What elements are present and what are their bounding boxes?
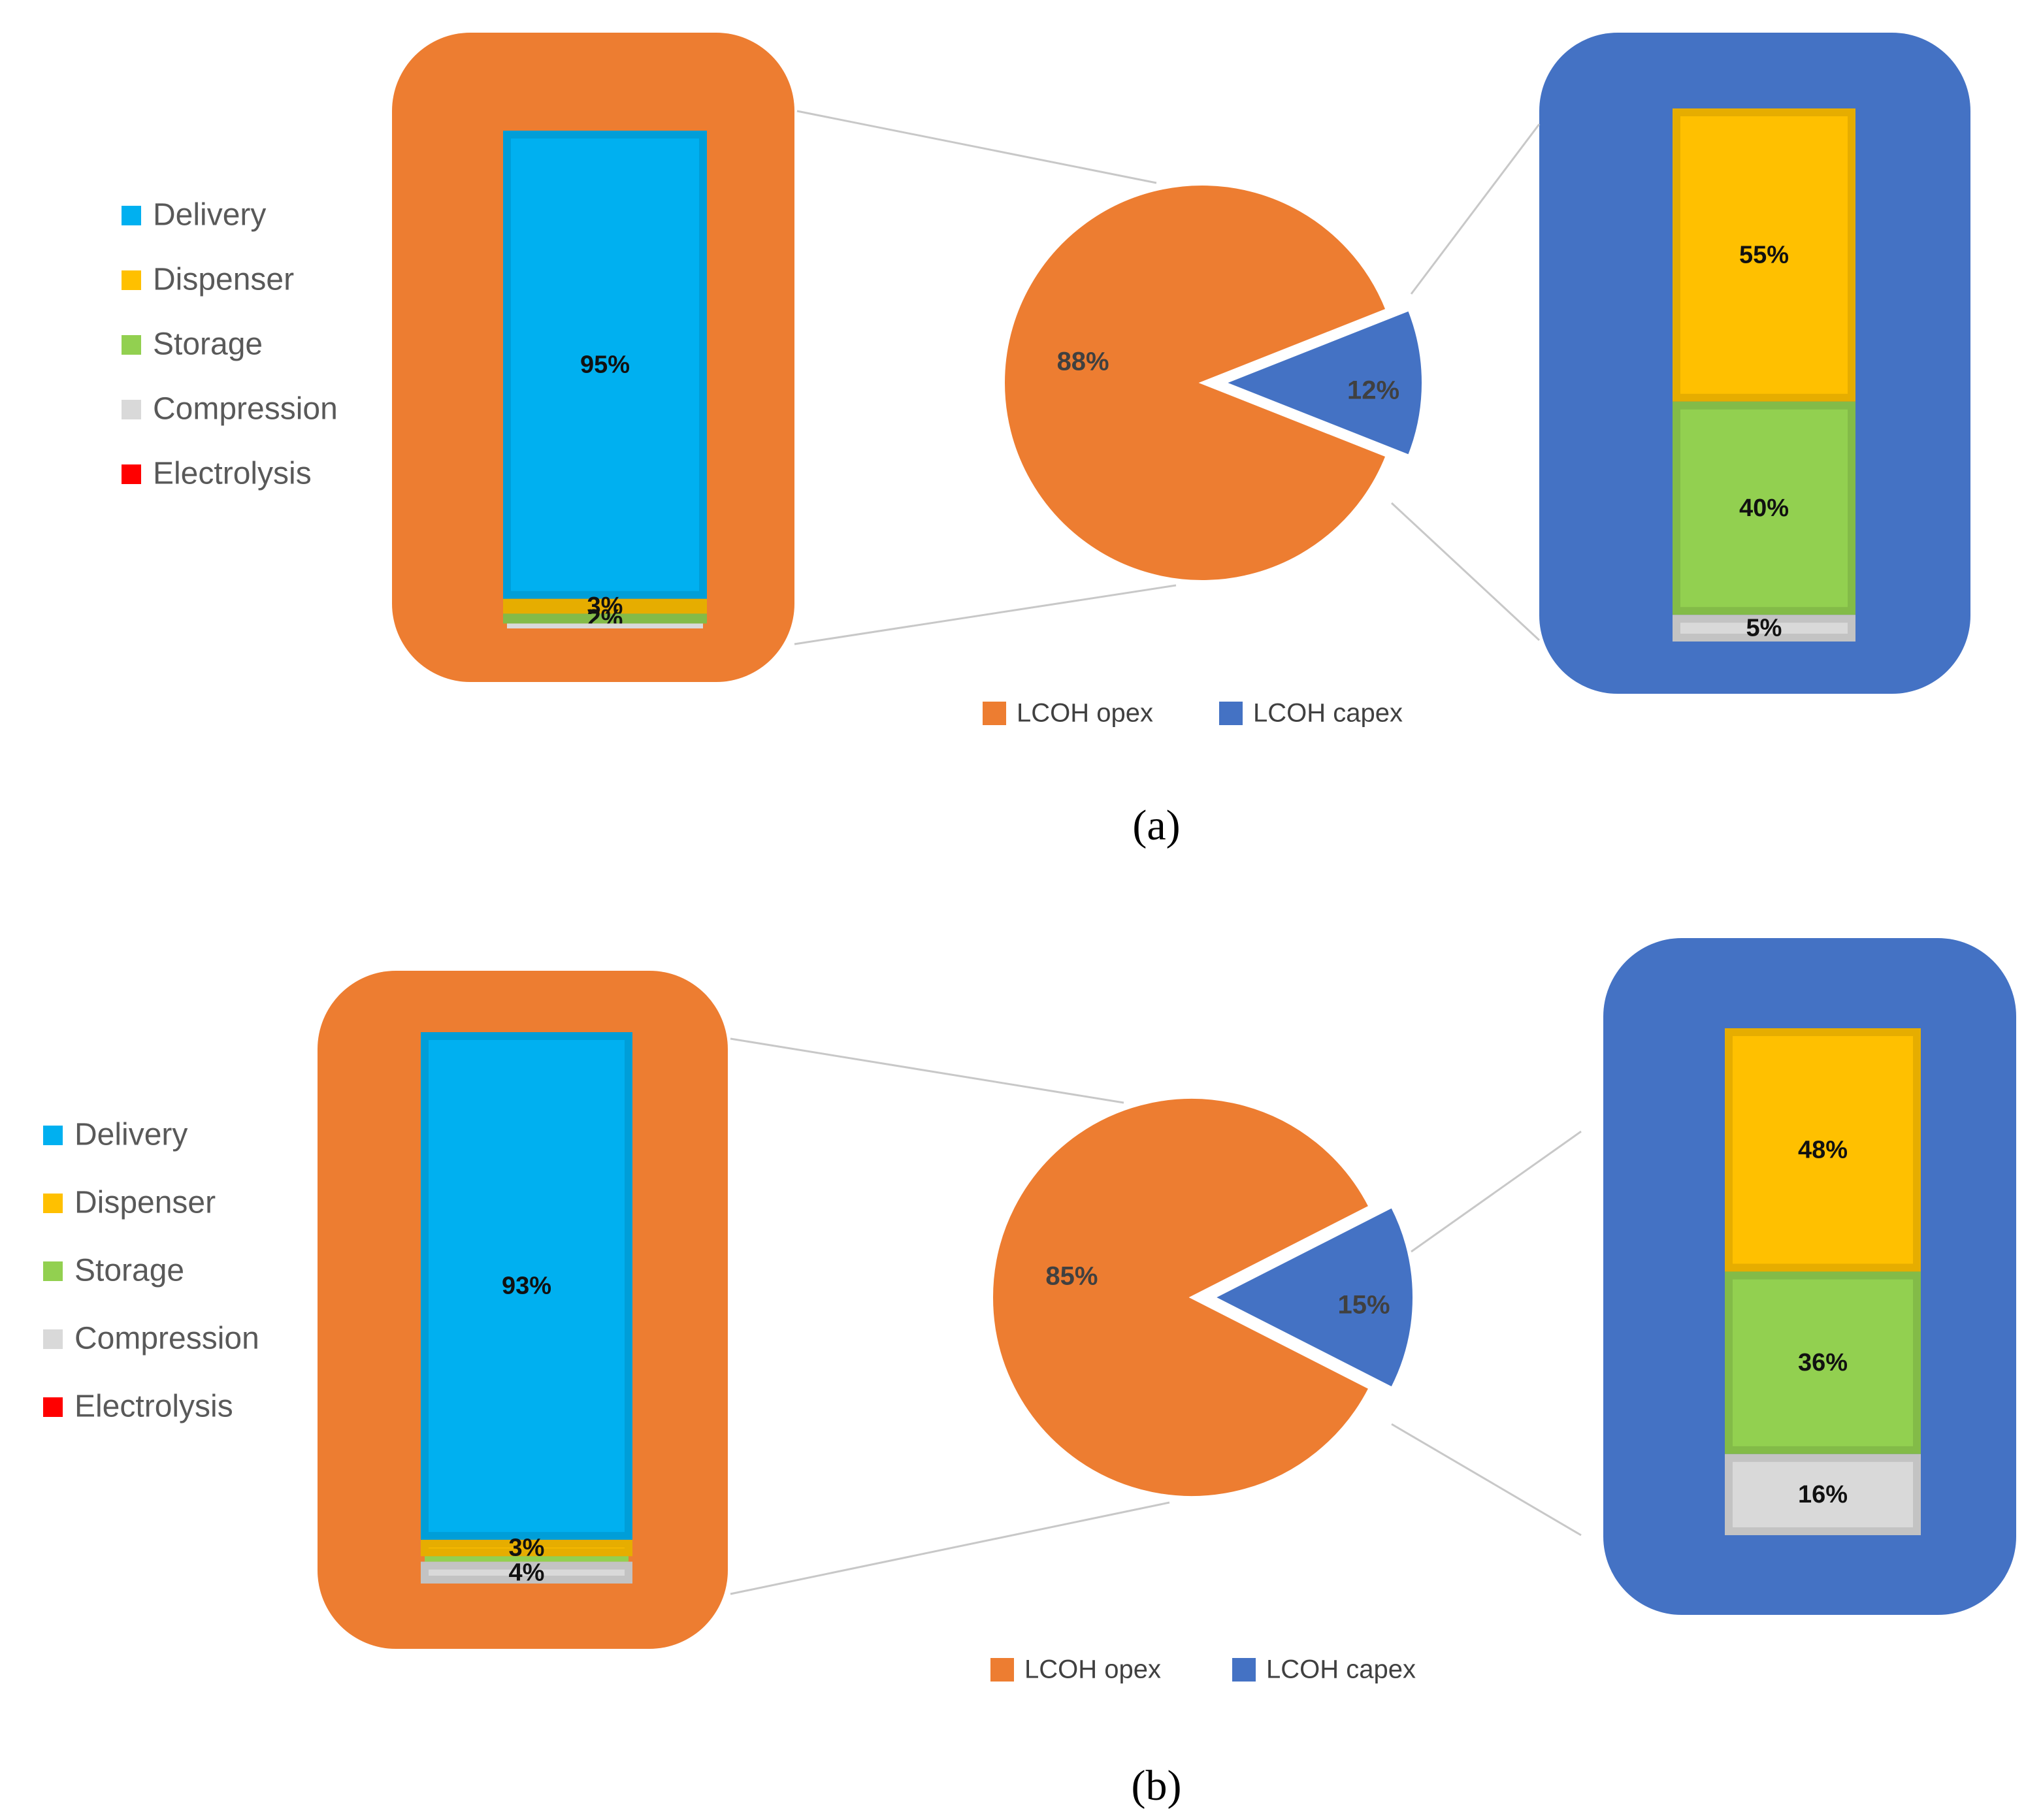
segment-label: 16%: [1798, 1481, 1848, 1508]
pie-slice: [1211, 1205, 1416, 1390]
pie-legend-swatch: [990, 1658, 1014, 1682]
segment-label: 55%: [1739, 241, 1789, 268]
connector-line: [796, 110, 1157, 184]
segment-label: 93%: [502, 1273, 551, 1300]
segment-label: 95%: [580, 351, 630, 378]
legend-label: Storage: [74, 1254, 184, 1288]
legend-swatch: [43, 1261, 63, 1281]
legend-swatch: [122, 464, 141, 484]
connector-line: [730, 1501, 1170, 1595]
bar-segment: [1673, 401, 1855, 615]
caption: (a): [1132, 802, 1180, 849]
segment-label: 4%: [509, 1559, 545, 1586]
pie-slice: [1220, 308, 1424, 458]
legend-swatch: [122, 400, 141, 419]
connector-line: [1410, 123, 1541, 295]
bar-segment: [503, 598, 707, 614]
pie-legend-swatch: [1232, 1658, 1256, 1682]
bar-segment: [1725, 1271, 1921, 1454]
connector-line: [1391, 1423, 1582, 1536]
connector-line: [1390, 502, 1541, 642]
pie-legend-swatch: [983, 702, 1006, 725]
bar-segment: [421, 1561, 632, 1584]
pie-slice: [1002, 183, 1389, 583]
pie-legend-label: LCOH capex: [1253, 699, 1403, 728]
bar-segment: [503, 131, 707, 599]
legend-swatch: [43, 1397, 63, 1417]
bar-segment: [421, 1032, 632, 1540]
bar-segment: [1725, 1454, 1921, 1536]
legend-swatch: [122, 335, 141, 355]
bar-segment: [425, 1556, 629, 1562]
bar-segment: [1725, 1028, 1921, 1272]
connector-line: [794, 584, 1177, 645]
pie-legend-label: LCOH opex: [1017, 699, 1153, 728]
legend-label: Delivery: [153, 198, 266, 233]
legend-swatch: [43, 1194, 63, 1213]
bar-segment: [503, 613, 707, 624]
caption: (b): [1132, 1762, 1182, 1810]
connector-line: [730, 1037, 1124, 1104]
pie-label: 85%: [1045, 1262, 1098, 1291]
pie-label: 15%: [1337, 1291, 1390, 1320]
bar-segment: [1673, 615, 1855, 642]
legend-swatch: [122, 270, 141, 290]
legend-label: Dispenser: [74, 1186, 216, 1220]
legend-label: Compression: [74, 1322, 259, 1356]
legend-swatch: [43, 1126, 63, 1145]
legend-label: Compression: [153, 392, 338, 427]
pie-legend-label: LCOH capex: [1266, 1655, 1416, 1684]
legend-label: Storage: [153, 327, 263, 362]
legend-swatch: [122, 206, 141, 225]
connector-line: [1411, 1130, 1582, 1253]
legend-label: Electrolysis: [153, 457, 312, 491]
legend-label: Delivery: [74, 1118, 188, 1152]
segment-label: 5%: [1746, 615, 1782, 642]
pie-legend-label: LCOH opex: [1024, 1655, 1161, 1684]
pie-label: 88%: [1057, 348, 1109, 376]
segment-label: 48%: [1798, 1136, 1848, 1163]
pie-slice: [990, 1096, 1372, 1499]
legend-swatch: [43, 1329, 63, 1349]
segment-label: 40%: [1739, 495, 1789, 522]
segment-label: 36%: [1798, 1349, 1848, 1376]
legend-label: Dispenser: [153, 263, 294, 297]
bar-segment: [1673, 108, 1855, 402]
bar-segment: [421, 1540, 632, 1557]
pie-label: 12%: [1347, 376, 1399, 405]
pie-legend-swatch: [1219, 702, 1243, 725]
legend-label: Electrolysis: [74, 1389, 233, 1424]
bar-segment: [507, 623, 703, 628]
